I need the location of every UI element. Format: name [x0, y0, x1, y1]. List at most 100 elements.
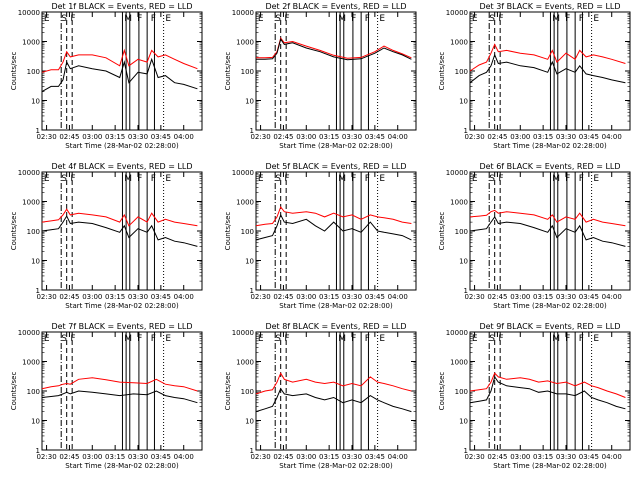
y-tick-label: 10: [459, 98, 468, 106]
marker-label: E: [379, 334, 385, 344]
x-tick-label: 03:45: [151, 293, 171, 301]
x-axis-label: Start Time (28-Mar-02 02:28:00): [65, 302, 179, 310]
y-axis-label: Counts/sec: [438, 372, 446, 411]
y-axis-label: Counts/sec: [224, 372, 232, 411]
x-tick-label: 03:00: [296, 453, 316, 461]
marker-label: F: [137, 14, 142, 24]
y-tick-label: 10: [245, 418, 254, 426]
x-tick-label: 02:45: [59, 133, 79, 141]
y-axis-label: Counts/sec: [224, 212, 232, 251]
x-tick-label: 03:15: [319, 293, 339, 301]
x-tick-label: 03:00: [296, 293, 316, 301]
marker-label: F: [137, 334, 142, 344]
marker-label: F: [70, 174, 75, 184]
y-tick-label: 10: [245, 258, 254, 266]
y-tick-label: 1000: [22, 39, 40, 47]
marker-label: E: [165, 334, 171, 344]
y-tick-label: 1: [464, 447, 468, 455]
x-tick-label: 03:30: [556, 293, 576, 301]
x-tick-label: 03:45: [579, 133, 599, 141]
x-tick-label: 04:00: [388, 453, 408, 461]
x-axis-label: Start Time (28-Mar-02 02:28:00): [65, 462, 179, 470]
x-tick-label: 03:30: [128, 293, 148, 301]
x-tick-label: 02:30: [250, 453, 270, 461]
x-tick-label: 02:30: [250, 133, 270, 141]
x-tick-label: 03:00: [82, 293, 102, 301]
x-tick-label: 03:45: [365, 293, 385, 301]
y-tick-label: 100: [241, 68, 254, 76]
x-tick-label: 02:45: [273, 453, 293, 461]
y-tick-label: 100: [27, 68, 40, 76]
marker-label: E: [258, 334, 264, 344]
y-tick-label: 1: [464, 287, 468, 295]
marker-label: F: [579, 174, 584, 184]
x-tick-label: 02:30: [250, 293, 270, 301]
panel-title: Det 7f BLACK = Events, RED = LLD: [51, 322, 192, 331]
y-axis-label: Counts/sec: [224, 52, 232, 91]
marker-label: E: [44, 334, 50, 344]
x-tick-label: 04:00: [174, 453, 194, 461]
x-tick-label: 04:00: [174, 293, 194, 301]
y-tick-label: 1: [250, 447, 254, 455]
x-axis-label: Start Time (28-Mar-02 02:28:00): [279, 302, 393, 310]
marker-label: E: [472, 14, 478, 24]
series-line-black: [255, 387, 412, 413]
y-tick-label: 10: [459, 258, 468, 266]
series-line-black: [41, 57, 198, 93]
marker-label: M: [124, 14, 132, 24]
x-tick-label: 04:00: [174, 133, 194, 141]
y-tick-label: 10000: [446, 9, 468, 17]
x-tick-label: 03:30: [128, 453, 148, 461]
panel-title: Det 6f BLACK = Events, RED = LLD: [479, 162, 620, 171]
marker-label: F: [284, 174, 289, 184]
y-tick-label: 10000: [18, 329, 40, 337]
x-tick-label: 04:00: [602, 453, 622, 461]
series-line-red: [469, 43, 626, 72]
y-axis-label: Counts/sec: [10, 52, 18, 91]
y-tick-label: 10: [31, 258, 40, 266]
marker-label: S: [61, 14, 67, 24]
x-tick-label: 02:45: [487, 453, 507, 461]
y-tick-label: 100: [455, 228, 468, 236]
det-panel-4: Det 4f BLACK = Events, RED = LLD 1 10 100 10…: [10, 162, 203, 310]
y-tick-label: 1: [464, 127, 468, 135]
series-line-red: [41, 48, 198, 73]
x-tick-label: 03:15: [105, 133, 125, 141]
marker-label: F: [365, 334, 370, 344]
det-panel-7: Det 7f BLACK = Events, RED = LLD 1 10 100 10…: [10, 322, 203, 470]
x-tick-label: 03:15: [105, 293, 125, 301]
y-tick-label: 100: [27, 228, 40, 236]
marker-label: E: [258, 14, 264, 24]
series-line-red: [41, 208, 198, 227]
x-tick-label: 03:45: [365, 453, 385, 461]
x-tick-label: 02:45: [487, 293, 507, 301]
marker-label: F: [151, 174, 156, 184]
x-axis-label: Start Time (28-Mar-02 02:28:00): [65, 142, 179, 150]
marker-label: F: [70, 14, 75, 24]
series-line-red: [255, 205, 412, 227]
x-tick-label: 03:30: [556, 133, 576, 141]
x-tick-label: 04:00: [602, 133, 622, 141]
marker-label: E: [258, 174, 264, 184]
marker-label: S: [275, 174, 281, 184]
x-tick-label: 04:00: [388, 133, 408, 141]
det-panel-5: Det 5f BLACK = Events, RED = LLD 1 10 100 10…: [224, 162, 417, 310]
x-tick-label: 03:30: [342, 133, 362, 141]
det-panel-9: Det 9f BLACK = Events, RED = LLD 1 10 100 10…: [438, 322, 631, 470]
panel-title: Det 2f BLACK = Events, RED = LLD: [265, 2, 406, 11]
x-tick-label: 03:45: [579, 293, 599, 301]
series-line-black: [256, 38, 412, 61]
series-line-black: [41, 215, 198, 247]
x-tick-label: 03:00: [82, 453, 102, 461]
marker-label: M: [338, 334, 346, 344]
panel-title: Det 8f BLACK = Events, RED = LLD: [265, 322, 406, 331]
y-tick-label: 1: [36, 447, 40, 455]
marker-label: F: [498, 174, 503, 184]
marker-label: E: [593, 334, 599, 344]
x-tick-label: 03:30: [556, 453, 576, 461]
y-tick-label: 1000: [236, 359, 254, 367]
marker-label: F: [498, 14, 503, 24]
marker-label: F: [284, 14, 289, 24]
y-tick-label: 10000: [232, 9, 254, 17]
x-tick-label: 02:30: [36, 293, 56, 301]
